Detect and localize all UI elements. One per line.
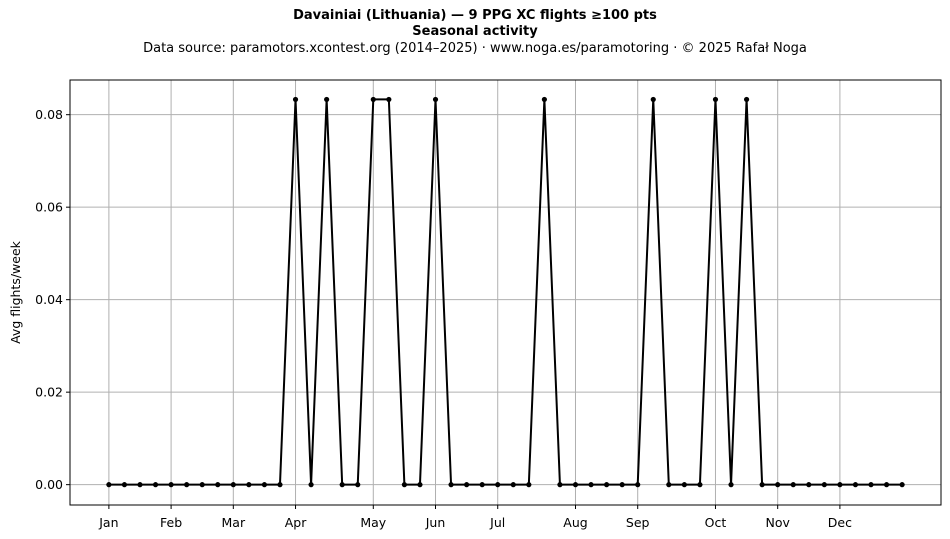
chart-title-block: Davainiai (Lithuania) — 9 PPG XC flights… [0,8,950,58]
data-point [448,482,454,488]
data-point [261,482,268,488]
data-point [121,482,128,488]
x-tick-label: Nov [765,515,790,530]
data-point [666,482,672,488]
x-tick-label: Dec [828,515,852,530]
data-point [712,96,719,103]
data-point [852,482,859,488]
chart-source-line: Data source: paramotors.xcontest.org (20… [143,41,807,56]
y-tick-label: 0.06 [35,200,63,215]
y-axis-label: Avg flights/week [8,240,23,344]
data-point [339,482,345,488]
data-point [681,482,687,488]
data-point [743,96,750,103]
data-point [292,96,299,103]
x-tick-label: Jun [425,515,446,530]
data-point [417,482,423,488]
y-tick-label: 0.00 [35,477,63,492]
data-point [541,96,547,103]
chart-title: Davainiai (Lithuania) — 9 PPG XC flights… [293,8,657,23]
data-point [619,482,625,488]
data-point [557,482,563,488]
x-tick-label: Oct [705,515,727,530]
data-point [759,482,765,488]
data-point [495,482,501,488]
y-tick-label: 0.04 [35,292,63,307]
y-tick-label: 0.08 [35,107,63,122]
data-point [401,482,408,488]
data-point [790,482,796,488]
x-tick-label: May [360,515,386,530]
x-tick-label: Jul [489,515,505,530]
x-tick-label: Aug [563,515,587,530]
data-point [308,482,314,488]
data-point [728,482,734,488]
data-point [432,96,439,103]
data-point [137,482,143,488]
data-point [152,482,159,488]
data-point [246,482,252,488]
data-point [899,482,905,488]
series-group [106,96,905,488]
data-point [168,482,174,488]
data-point [837,482,843,488]
data-point [650,96,656,103]
x-tick-label: Apr [285,515,307,530]
data-point [806,482,812,488]
data-point [277,482,283,488]
data-point [106,482,112,488]
data-point [526,482,532,488]
x-tick-label: Feb [160,515,182,530]
x-tick-label: Mar [222,515,246,530]
data-point [370,96,376,103]
data-point [479,482,485,488]
x-tick-label: Jan [98,515,118,530]
data-point [464,482,470,488]
grid-lines [70,80,941,505]
data-point [215,482,221,488]
data-point [588,482,594,488]
data-point [868,482,874,488]
data-point [635,482,641,488]
data-point [355,482,361,488]
x-tick-label: Sep [626,515,650,530]
data-point [775,482,781,488]
chart-subtitle: Seasonal activity [412,24,538,39]
data-point [386,96,392,103]
data-point [572,482,579,488]
x-axis: Jan Feb Mar Apr May Jun Jul Aug Sep Oct Nov Dec [98,505,852,530]
data-point [883,482,890,488]
data-point [199,482,205,488]
series-line [108,98,903,486]
data-point [230,482,236,488]
plot-frame [69,79,942,506]
data-point [324,96,330,103]
y-axis: 0.00 0.02 0.04 0.06 0.08 [35,107,70,492]
data-point [697,482,703,488]
data-point [603,482,610,488]
data-point [184,482,190,488]
y-tick-label: 0.02 [35,385,63,400]
data-point [821,482,827,488]
data-point [510,482,516,488]
